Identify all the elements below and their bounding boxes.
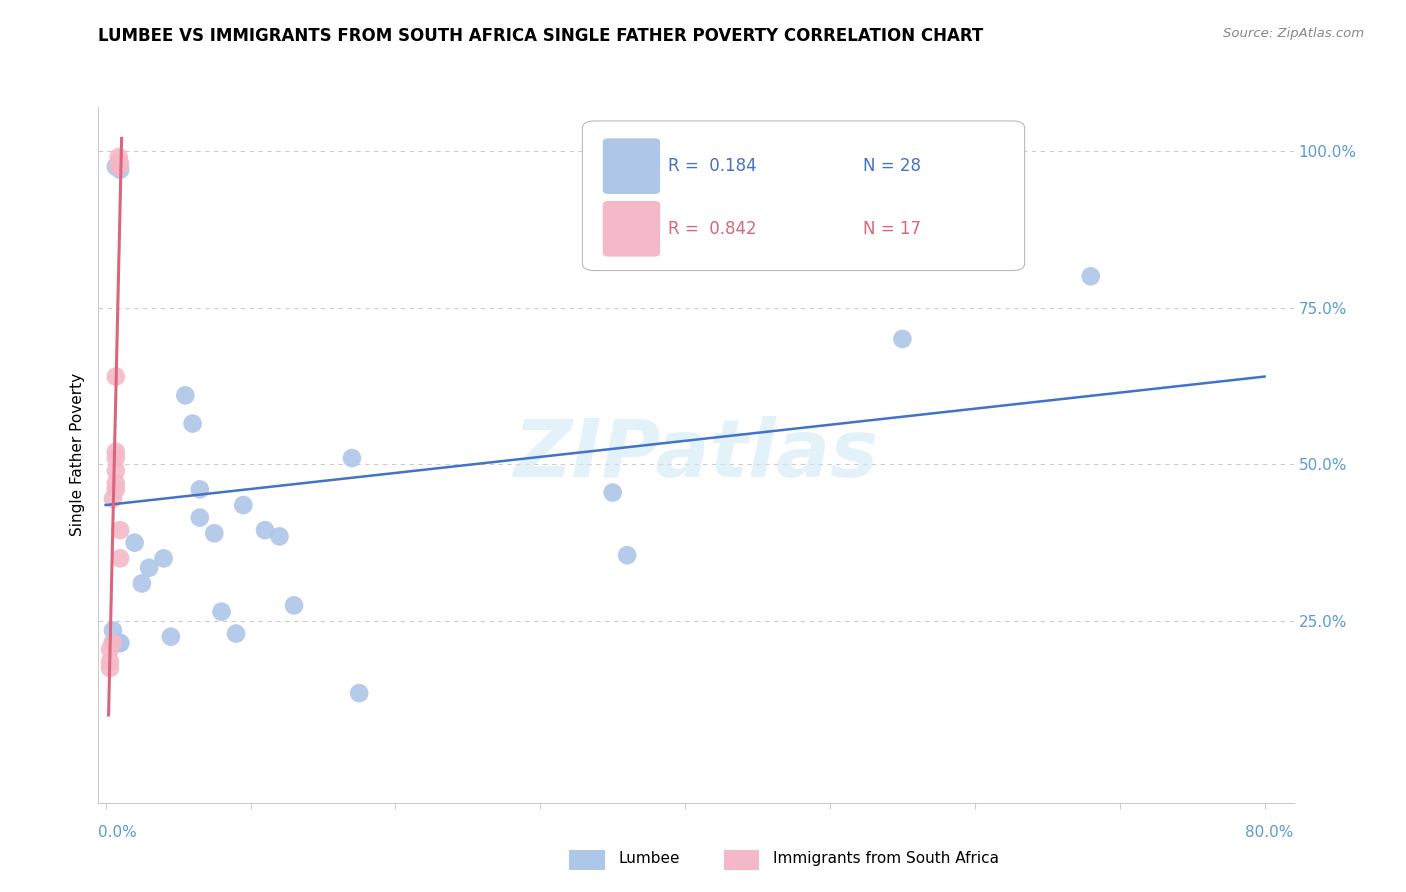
Point [225, 626, 247, 640]
Point [107, 160, 129, 174]
Text: Immigrants from South Africa: Immigrants from South Africa [773, 851, 1000, 865]
Point [283, 599, 305, 613]
Point [98, 642, 121, 657]
Point [108, 636, 131, 650]
Point [98, 661, 121, 675]
Point [232, 498, 254, 512]
Point [131, 576, 153, 591]
Point [340, 451, 363, 466]
Point [202, 526, 225, 541]
Point [253, 523, 276, 537]
FancyBboxPatch shape [603, 201, 661, 257]
Point [152, 551, 174, 566]
Point [188, 510, 211, 524]
Text: Lumbee: Lumbee [619, 851, 681, 865]
Text: 0.0%: 0.0% [98, 825, 138, 840]
Point [104, 369, 127, 384]
Point [108, 523, 131, 537]
Point [108, 162, 131, 177]
Point [269, 529, 291, 543]
Point [891, 332, 914, 346]
Point [101, 624, 124, 638]
Point [104, 444, 127, 458]
Point [1080, 269, 1102, 284]
Point [107, 156, 129, 170]
Point [101, 636, 124, 650]
Point [104, 483, 127, 497]
Text: R =  0.184: R = 0.184 [668, 157, 756, 175]
Point [104, 160, 127, 174]
Point [101, 491, 124, 506]
Point [104, 451, 127, 466]
Text: Source: ZipAtlas.com: Source: ZipAtlas.com [1223, 27, 1364, 40]
Point [181, 417, 204, 431]
Point [138, 560, 160, 574]
Text: N = 17: N = 17 [863, 219, 921, 238]
Point [174, 388, 197, 402]
Point [108, 156, 131, 170]
Text: N = 28: N = 28 [863, 157, 921, 175]
Text: R =  0.842: R = 0.842 [668, 219, 756, 238]
Text: 80.0%: 80.0% [1246, 825, 1294, 840]
Point [104, 464, 127, 478]
Point [160, 630, 183, 644]
Point [124, 535, 146, 549]
FancyBboxPatch shape [603, 138, 661, 194]
Point [602, 485, 624, 500]
Point [101, 636, 124, 650]
Text: ZIPatlas: ZIPatlas [513, 416, 879, 494]
Text: LUMBEE VS IMMIGRANTS FROM SOUTH AFRICA SINGLE FATHER POVERTY CORRELATION CHART: LUMBEE VS IMMIGRANTS FROM SOUTH AFRICA S… [98, 27, 984, 45]
Point [108, 636, 131, 650]
Point [347, 686, 370, 700]
FancyBboxPatch shape [582, 121, 1025, 270]
Point [107, 150, 129, 164]
Point [188, 483, 211, 497]
Point [108, 551, 131, 566]
Point [616, 548, 638, 562]
Point [98, 655, 121, 669]
Y-axis label: Single Father Poverty: Single Father Poverty [70, 374, 86, 536]
Point [211, 605, 233, 619]
Point [104, 476, 127, 491]
